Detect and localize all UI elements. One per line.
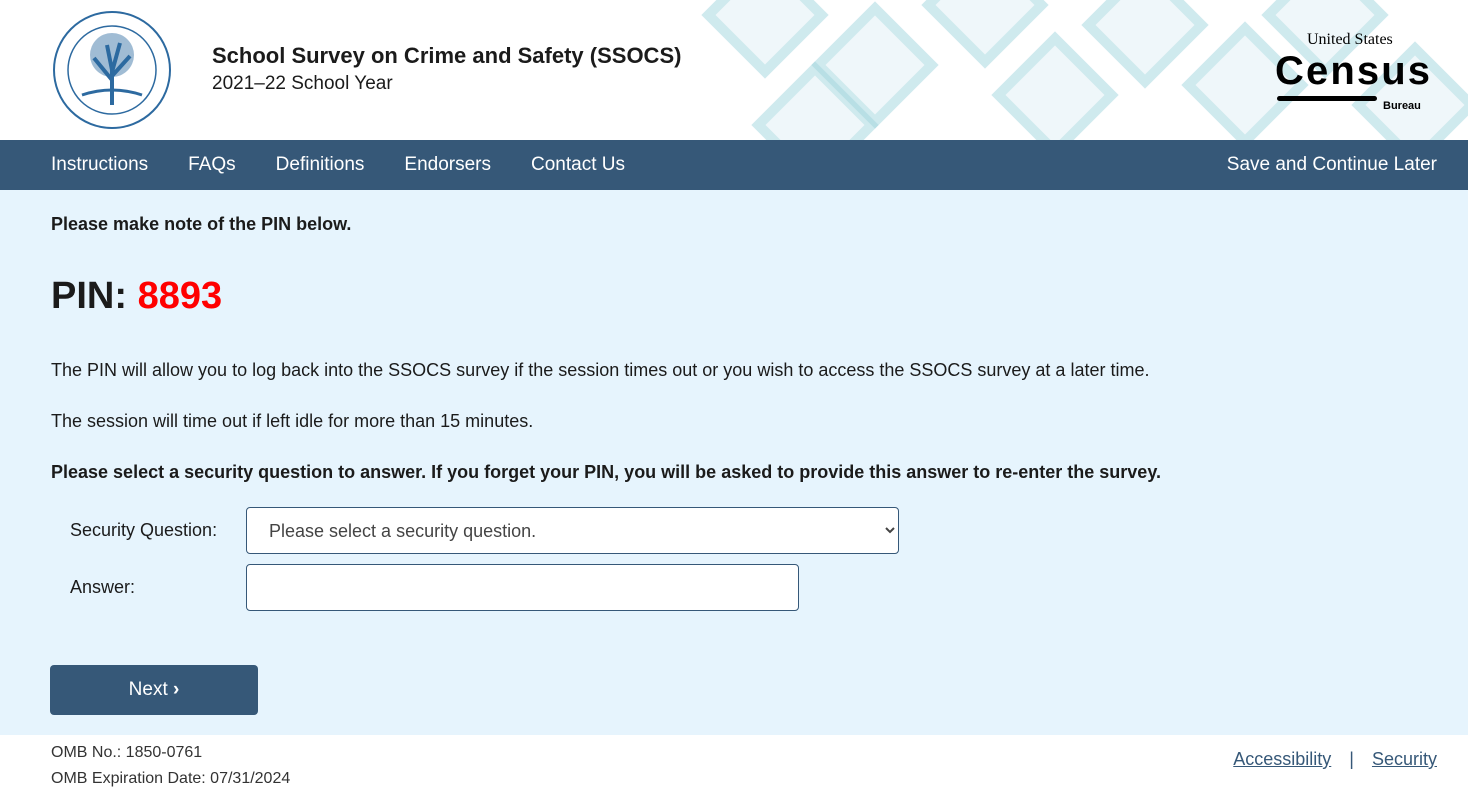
security-link[interactable]: Security xyxy=(1371,749,1437,769)
header: School Survey on Crime and Safety (SSOCS… xyxy=(0,0,1468,140)
department-of-education-seal-logo xyxy=(53,11,171,129)
footer: OMB No.: 1850-0761 OMB Expiration Date: … xyxy=(0,735,1468,797)
nav-contact-us[interactable]: Contact Us xyxy=(531,154,625,175)
chevron-right-icon: › xyxy=(173,679,180,700)
security-question-label: Security Question: xyxy=(70,520,218,540)
omb-info: OMB No.: 1850-0761 OMB Expiration Date: … xyxy=(51,740,290,792)
page-title: School Survey on Crime and Safety (SSOCS… xyxy=(212,43,682,68)
answer-label: Answer: xyxy=(70,577,136,597)
nav-endorsers[interactable]: Endorsers xyxy=(404,154,491,175)
security-question-row: Security Question: Please select a secur… xyxy=(70,507,1417,554)
save-and-continue-later-link[interactable]: Save and Continue Later xyxy=(1226,154,1437,175)
svg-text:United States: United States xyxy=(1307,31,1393,48)
svg-text:Bureau: Bureau xyxy=(1383,100,1421,112)
pin-display: PIN: 8893 xyxy=(51,275,1417,318)
answer-input[interactable] xyxy=(246,564,799,611)
accessibility-link[interactable]: Accessibility xyxy=(1233,749,1332,769)
answer-row: Answer: xyxy=(70,564,1417,611)
main-nav: Instructions FAQs Definitions Endorsers … xyxy=(0,140,1468,190)
security-question-select[interactable]: Please select a security question. xyxy=(246,507,899,554)
next-label: Next xyxy=(128,679,168,700)
footer-links: Accessibility | Security xyxy=(1233,749,1437,770)
page-subtitle: 2021–22 School Year xyxy=(212,73,393,94)
pin-info-text: The PIN will allow you to log back into … xyxy=(51,360,1150,380)
pin-note: Please make note of the PIN below. xyxy=(51,214,352,234)
security-instructions: Please select a security question to ans… xyxy=(51,462,1161,482)
nav-definitions[interactable]: Definitions xyxy=(275,154,365,175)
nav-faqs[interactable]: FAQs xyxy=(188,154,236,175)
svg-text:Census: Census xyxy=(1275,49,1430,93)
timeout-text: The session will time out if left idle f… xyxy=(51,411,534,431)
pin-value: 8893 xyxy=(137,275,223,317)
nav-instructions[interactable]: Instructions xyxy=(51,154,149,175)
census-bureau-logo: United States Census Bureau xyxy=(1275,31,1430,112)
next-button[interactable]: Next › xyxy=(50,665,258,715)
main-content: Please make note of the PIN below. PIN: … xyxy=(0,190,1468,735)
footer-separator: | xyxy=(1349,749,1354,769)
pin-label: PIN: xyxy=(51,275,138,317)
omb-expiration: OMB Expiration Date: 07/31/2024 xyxy=(51,770,291,787)
omb-number: OMB No.: 1850-0761 xyxy=(51,744,203,761)
